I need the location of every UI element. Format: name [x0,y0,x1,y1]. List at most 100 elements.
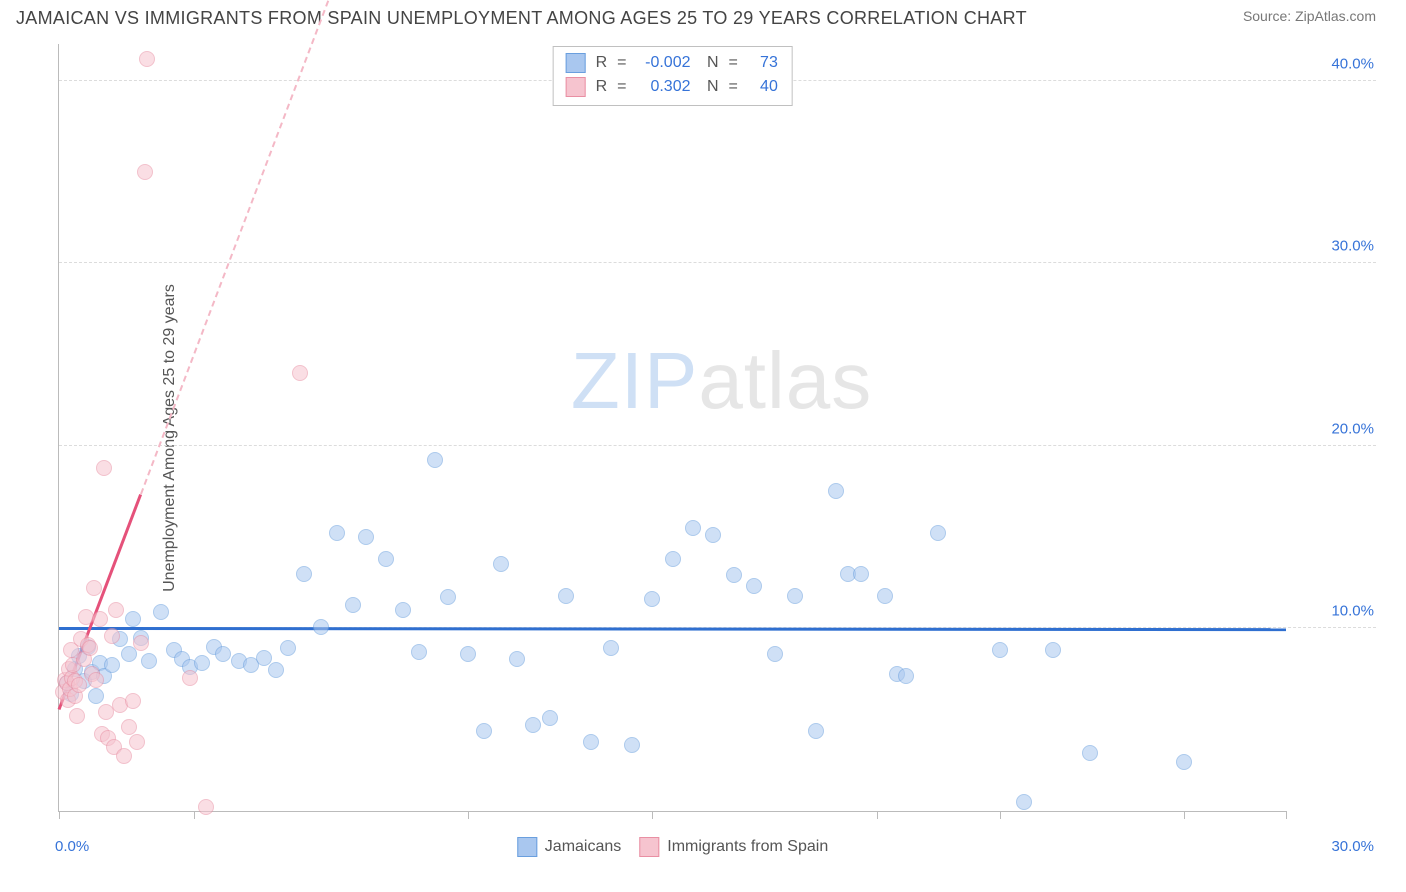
data-point [1016,794,1032,810]
data-point [82,640,98,656]
data-point [108,602,124,618]
correlation-legend: R=-0.002N=73R=0.302N=40 [552,46,793,106]
data-point [141,653,157,669]
legend-r-value: 0.302 [633,75,691,99]
data-point [292,365,308,381]
x-tick [1000,811,1001,819]
data-point [665,551,681,567]
data-point [787,588,803,604]
data-point [104,628,120,644]
data-point [182,670,198,686]
legend-r-label: R [591,75,607,99]
data-point [1176,754,1192,770]
data-point [86,580,102,596]
data-point [194,655,210,671]
page-title: JAMAICAN VS IMMIGRANTS FROM SPAIN UNEMPL… [16,8,1027,29]
watermark: ZIPatlas [571,335,872,427]
series-legend: Jamaicans Immigrants from Spain [517,837,828,857]
data-point [296,566,312,582]
legend-n-value: 73 [744,51,778,75]
legend-r-label: R [591,51,607,75]
x-min-label: 0.0% [55,838,89,855]
data-point [395,602,411,618]
watermark-zip: ZIP [571,336,698,425]
data-point [96,460,112,476]
data-point [992,642,1008,658]
data-point [509,651,525,667]
data-point [121,719,137,735]
y-tick-label: 30.0% [1294,238,1374,255]
data-point [930,525,946,541]
legend-label: Immigrants from Spain [667,838,828,856]
legend-n-value: 40 [744,75,778,99]
data-point [460,646,476,662]
x-max-label: 30.0% [1331,838,1374,855]
data-point [137,164,153,180]
data-point [215,646,231,662]
data-point [280,640,296,656]
data-point [624,737,640,753]
data-point [411,644,427,660]
data-point [256,650,272,666]
data-point [1045,642,1061,658]
data-point [92,611,108,627]
data-point [558,588,574,604]
correlation-chart: Unemployment Among Ages 25 to 29 years Z… [50,44,1376,832]
legend-label: Jamaicans [545,838,621,856]
legend-row: R=0.302N=40 [565,75,778,99]
data-point [125,693,141,709]
data-point [828,483,844,499]
x-tick [194,811,195,819]
legend-swatch [565,53,585,73]
x-tick [1286,811,1287,819]
legend-r-value: -0.002 [633,51,691,75]
data-point [129,734,145,750]
data-point [88,672,104,688]
gridline [59,445,1376,446]
legend-swatch [565,77,585,97]
data-point [853,566,869,582]
gridline [59,262,1376,263]
data-point [125,611,141,627]
data-point [583,734,599,750]
watermark-atlas: atlas [698,336,872,425]
data-point [104,657,120,673]
data-point [476,723,492,739]
data-point [268,662,284,678]
data-point [198,799,214,815]
legend-swatch [517,837,537,857]
y-tick-label: 20.0% [1294,420,1374,437]
y-tick-label: 10.0% [1294,603,1374,620]
data-point [427,452,443,468]
data-point [746,578,762,594]
data-point [329,525,345,541]
x-tick [468,811,469,819]
data-point [345,597,361,613]
data-point [139,51,155,67]
data-point [493,556,509,572]
data-point [644,591,660,607]
legend-item: Jamaicans [517,837,621,857]
data-point [116,748,132,764]
source-label: Source: ZipAtlas.com [1243,8,1376,24]
data-point [542,710,558,726]
legend-n-label: N [703,75,719,99]
legend-n-label: N [703,51,719,75]
data-point [898,668,914,684]
data-point [726,567,742,583]
data-point [88,688,104,704]
data-point [705,527,721,543]
data-point [603,640,619,656]
legend-row: R=-0.002N=73 [565,51,778,75]
trend-line [59,627,1286,631]
data-point [1082,745,1098,761]
data-point [313,619,329,635]
x-tick [652,811,653,819]
data-point [358,529,374,545]
x-tick [877,811,878,819]
data-point [525,717,541,733]
x-tick [1184,811,1185,819]
plot-area: ZIPatlas R=-0.002N=73R=0.302N=40 0.0% 30… [58,44,1286,812]
data-point [877,588,893,604]
data-point [685,520,701,536]
